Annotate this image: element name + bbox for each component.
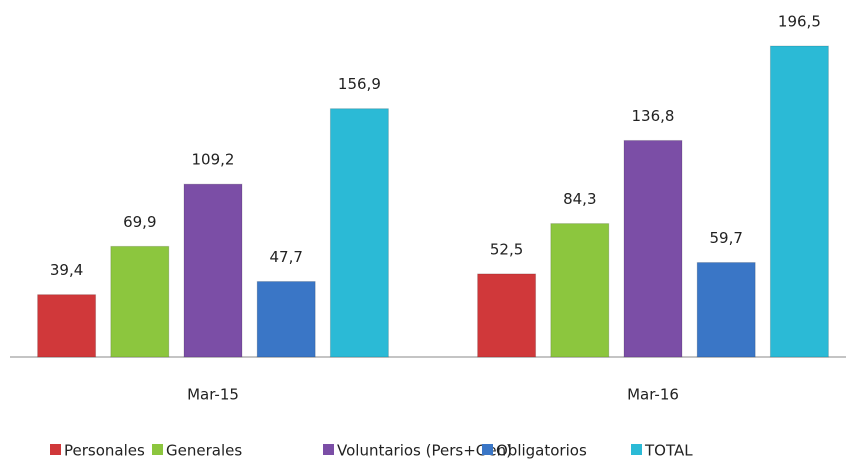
data-label: 59,7: [709, 229, 742, 247]
legend-label: Voluntarios (Pers+Gen): [337, 442, 512, 460]
data-label: 69,9: [123, 213, 156, 231]
bar: [256, 281, 316, 358]
bar: [477, 273, 537, 358]
data-label: 52,5: [490, 240, 523, 258]
bar: [696, 262, 756, 358]
data-label: 84,3: [563, 190, 596, 208]
bar: [329, 108, 389, 358]
data-label: 39,4: [50, 261, 83, 279]
bar: [550, 223, 610, 358]
legend-swatch: [323, 444, 334, 455]
data-label: 47,7: [269, 248, 302, 266]
legend-swatch: [482, 444, 493, 455]
legend-label: Obligatorios: [496, 442, 587, 460]
data-label: 109,2: [192, 151, 235, 169]
legend-label: Generales: [166, 442, 242, 460]
data-label: 136,8: [632, 107, 675, 125]
legend-swatch: [631, 444, 642, 455]
x-tick-label: Mar-15: [187, 386, 239, 404]
legend-swatch: [50, 444, 61, 455]
bar: [769, 45, 829, 358]
bar: [623, 139, 683, 358]
data-label: 196,5: [778, 13, 821, 31]
legend-label: Personales: [64, 442, 145, 460]
bar: [37, 294, 97, 358]
bar: [183, 183, 243, 358]
legend-swatch: [152, 444, 163, 455]
bar: [110, 245, 170, 358]
data-label: 156,9: [338, 75, 381, 93]
legend-label: TOTAL: [644, 442, 693, 460]
x-tick-label: Mar-16: [627, 386, 679, 404]
